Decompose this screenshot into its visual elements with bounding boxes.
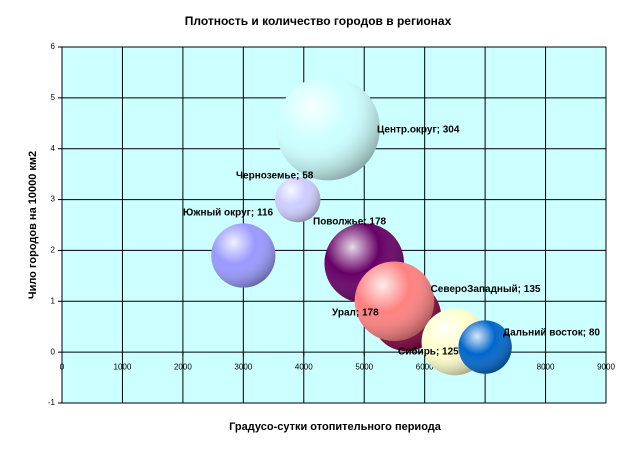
y-tick-label: 1	[51, 296, 56, 305]
y-tick-label: 6	[51, 42, 56, 51]
x-tick-label: 3000	[234, 362, 252, 371]
chart-title: Плотность и количество городов в региона…	[185, 14, 452, 28]
y-tick-label: 0	[51, 347, 56, 356]
data-label: Урал; 178	[332, 308, 379, 319]
y-tick-label: 4	[51, 144, 56, 153]
y-tick-label: 3	[51, 195, 56, 204]
x-tick-label: 6000	[416, 362, 434, 371]
data-label-box: СевероЗападный; 135	[430, 284, 541, 295]
x-tick-label: 1000	[114, 362, 132, 371]
x-tick-label: 5000	[355, 362, 373, 371]
x-tick-label: 2000	[174, 362, 192, 371]
bubble-shade	[458, 320, 512, 374]
x-axis-label: Градусо-сутки отопительного периода	[229, 421, 442, 433]
bubble-shade	[211, 223, 276, 288]
bubble-shade	[275, 176, 321, 223]
data-label: Черноземье; 58	[236, 171, 314, 182]
data-label: Сибирь; 125	[398, 346, 459, 358]
y-tick-label: 2	[51, 246, 56, 255]
data-label: Центр.округ; 304	[377, 125, 460, 136]
data-label: Южный округ; 116	[183, 208, 274, 219]
x-tick-label: 8000	[537, 362, 555, 371]
x-tick-label: 0	[60, 362, 65, 371]
data-label: Дальний восток; 80	[503, 328, 600, 339]
x-tick-label: 4000	[295, 362, 313, 371]
bubble-shade	[275, 76, 380, 181]
y-axis-label: Чило городов на 10000 км2	[27, 151, 39, 299]
y-tick-label: 5	[51, 93, 56, 102]
x-tick-label: 9000	[597, 362, 615, 371]
data-label: Поволжье; 178	[313, 217, 387, 228]
bubble-shade	[354, 261, 435, 342]
y-tick-label: -1	[48, 398, 56, 407]
data-label: СевероЗападный; 135	[430, 284, 541, 295]
